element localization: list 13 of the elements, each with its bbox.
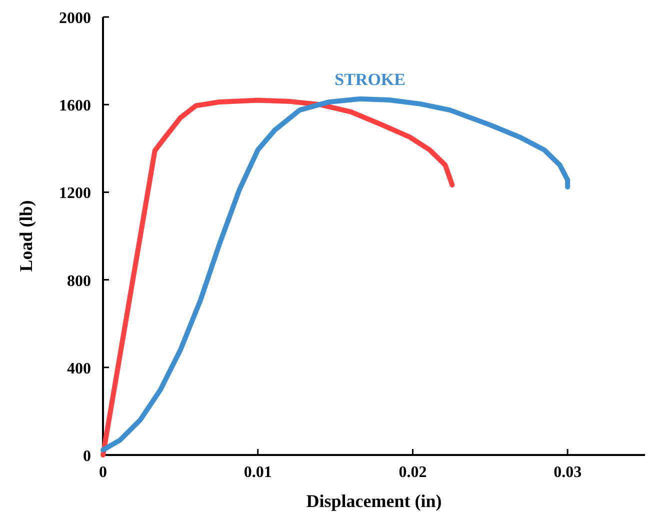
y-tick-label: 2000 bbox=[59, 10, 91, 27]
y-tick-label: 0 bbox=[83, 448, 91, 465]
x-axis-title: Displacement (in) bbox=[306, 491, 442, 511]
series-label: STROKE bbox=[334, 70, 406, 89]
y-tick-label: 800 bbox=[67, 272, 91, 290]
x-tick-label: 0.03 bbox=[554, 464, 582, 481]
x-tick-label: 0.01 bbox=[244, 464, 272, 481]
y-tick-label: 1200 bbox=[59, 185, 91, 202]
x-tick-label: 0.02 bbox=[398, 464, 427, 481]
y-tick-label: 1600 bbox=[59, 98, 91, 115]
y-axis-title: Load (lb) bbox=[16, 200, 36, 272]
x-tick-label: 0 bbox=[99, 464, 107, 481]
y-tick-label: 400 bbox=[67, 360, 91, 378]
